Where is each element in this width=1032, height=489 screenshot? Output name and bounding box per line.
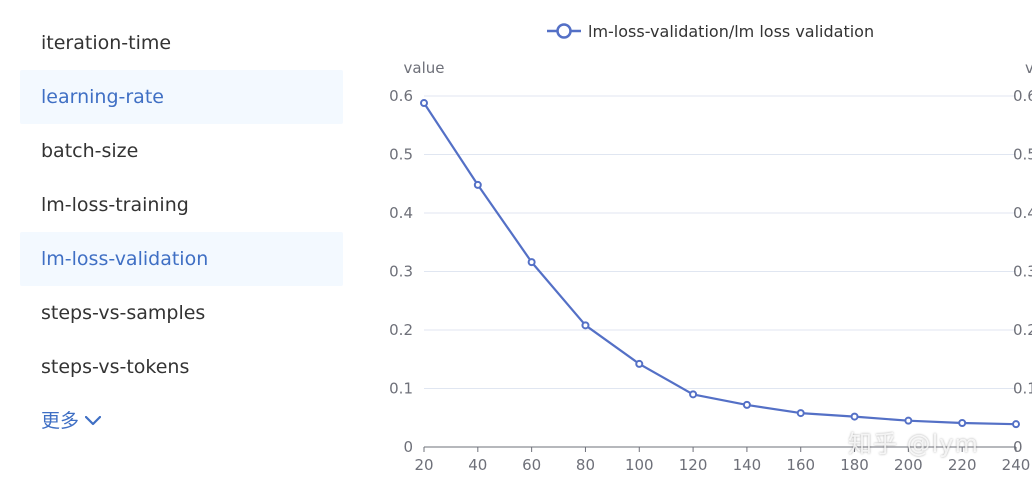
data-point: [473, 180, 482, 189]
data-point: [689, 390, 698, 399]
x-tick-label: 120: [679, 456, 708, 474]
sidebar-item-lm-loss-training[interactable]: lm-loss-training: [41, 194, 189, 216]
y-axis-label: value: [404, 59, 445, 77]
watermark: 知乎 @lym: [848, 430, 979, 458]
y-tick-label-right: 0.4: [1013, 204, 1032, 222]
y-tick-label: 0.5: [389, 146, 413, 164]
data-point: [420, 99, 428, 108]
y-tick-label: 0.3: [389, 263, 413, 281]
x-tick-label: 80: [576, 456, 595, 474]
x-tick-label: 140: [733, 456, 762, 474]
y-tick-label-right: 0.6: [1013, 87, 1032, 105]
sidebar-item-batch-size[interactable]: batch-size: [41, 140, 139, 162]
x-tick-label: 60: [522, 456, 541, 474]
x-tick-label: 180: [840, 456, 869, 474]
sidebar-item-lm-loss-validation[interactable]: lm-loss-validation: [20, 232, 343, 286]
chevron-down-icon: [85, 416, 102, 426]
y-tick-label-right: 0.2: [1013, 321, 1032, 339]
y-axis-label-right: v: [1025, 59, 1032, 77]
x-tick-label: 40: [468, 456, 487, 474]
more-label: 更多: [41, 410, 80, 432]
y-tick-label-right: 0.3: [1013, 263, 1032, 281]
legend-marker: [556, 23, 572, 39]
data-point: [904, 416, 913, 425]
more-button[interactable]: 更多: [20, 394, 343, 448]
sidebar-item-learning-rate[interactable]: learning-rate: [20, 70, 343, 124]
y-tick-label-right: 0: [1013, 438, 1023, 456]
sidebar-item-steps-vs-samples[interactable]: steps-vs-samples: [41, 302, 206, 324]
x-tick-label: 220: [948, 456, 977, 474]
sidebar-item-steps-vs-tokens[interactable]: steps-vs-tokens: [41, 356, 190, 378]
sidebar-item-iteration-time[interactable]: iteration-time: [41, 32, 172, 54]
legend-entry: lm-loss-validation/lm loss validation: [588, 22, 874, 41]
data-point: [581, 321, 590, 330]
y-tick-label-right: 0.1: [1013, 380, 1032, 398]
x-tick-label: 240: [1002, 456, 1031, 474]
data-point: [958, 419, 967, 428]
x-tick-label: 100: [625, 456, 654, 474]
data-point: [635, 359, 644, 368]
data-point: [796, 409, 805, 418]
data-point: [850, 412, 859, 421]
x-tick-label: 200: [894, 456, 923, 474]
y-tick-label: 0.4: [389, 204, 413, 222]
y-tick-label: 0.1: [389, 380, 413, 398]
x-tick-label: 20: [414, 456, 433, 474]
data-point: [527, 258, 536, 267]
sidebar: iteration-time learning-rate batch-size …: [20, 16, 343, 448]
x-tick-label: 160: [786, 456, 815, 474]
series-line: [423, 102, 1017, 426]
y-tick-label: 0.6: [389, 87, 413, 105]
data-point: [742, 400, 751, 409]
data-point: [1012, 420, 1020, 429]
y-tick-label: 0: [403, 438, 413, 456]
y-tick-label-right: 0.5: [1013, 146, 1032, 164]
y-tick-label: 0.2: [389, 321, 413, 339]
